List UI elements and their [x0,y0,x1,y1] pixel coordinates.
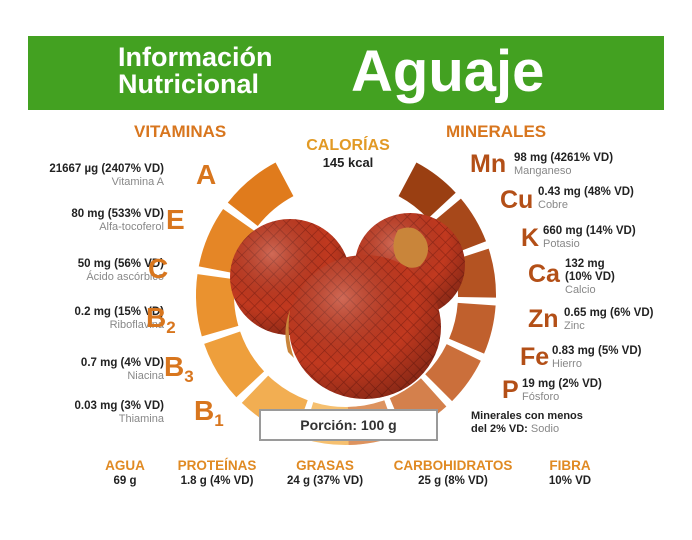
mineral-value: 0.43 mg (48% VD) [538,186,634,198]
title-banner [28,36,664,110]
mineral-value: 132 mg [565,258,605,270]
vitamin-value: 50 mg (56% VD) [77,258,164,270]
vitamin-symbol: E [166,204,185,235]
mineral-symbol: Zn [528,305,559,333]
macro-value: 69 g [113,475,137,487]
macro-proteinas: PROTEÍNAS 1.8 g (4% VD) [166,458,268,489]
macro-label: GRASAS [296,458,354,473]
mineral-ca-info: 132 mg (10% VD) Calcio [565,258,615,296]
mineral-name: Manganeso [514,165,572,177]
minor-line-2: del 2% VD: [471,423,528,435]
vitamin-name: Vitamina A [111,176,164,188]
vitamin-symbol: C [148,253,169,284]
mineral-name: Hierro [552,358,582,370]
title-line-1: Información [118,42,273,72]
mineral-fe-info: 0.83 mg (5% VD) Hierro [552,345,641,370]
mineral-symbol: Ca [528,260,560,288]
mineral-value: 660 mg (14% VD) [543,225,636,237]
vitamin-a-info: 21667 µg (2407% VD) Vitamina A [49,163,164,188]
mineral-k-info: 660 mg (14% VD) Potasio [543,225,636,250]
mineral-name: Fósforo [522,391,560,403]
mineral-symbol: P [502,376,519,404]
mineral-value: 19 mg (2% VD) [522,378,602,390]
macro-agua: AGUA 69 g [100,458,150,489]
vitamin-c-info: 50 mg (56% VD) Ácido ascórbico [78,258,164,283]
macro-carbohidratos: CARBOHIDRATOS 25 g (8% VD) [380,458,526,489]
macro-label: CARBOHIDRATOS [393,458,513,473]
mineral-value: 0.65 mg (6% VD) [564,307,654,319]
vitamin-arc-segment [204,331,265,398]
vitamin-b1-info: 0.03 mg (3% VD) Thiamina [75,400,164,425]
macro-fibra: FIBRA 10% VD [540,458,600,489]
mineral-value: 98 mg (4261% VD) [514,152,614,164]
vitamin-e-info: 80 mg (533% VD) Alfa-tocoferol [71,208,164,233]
vitamin-symbol: B1 [194,395,224,431]
vitamin-name: Ácido ascórbico [86,271,164,283]
mineral-value: 0.83 mg (5% VD) [552,345,642,357]
macro-value: 24 g (37% VD) [286,475,364,487]
mineral-symbol: K [521,224,540,252]
minor-line-1: Minerales con menos [471,410,583,422]
vitamin-value: 0.2 mg (15% VD) [74,306,164,318]
mineral-mn-info: 98 mg (4261% VD) Manganeso [514,152,613,177]
mineral-symbol: Mn [470,150,507,178]
mineral-name: Cobre [538,199,568,211]
portion-box: Porción: 100 g [259,409,438,441]
vitamin-symbol: A [196,159,217,190]
macro-label: PROTEÍNAS [177,458,257,473]
mineral-name: Zinc [564,320,585,332]
mineral-cu-info: 0.43 mg (48% VD) Cobre [538,186,634,211]
minor-minerals-note: Minerales con menos del 2% VD: Sodio [471,410,583,436]
vitamin-symbol: B2 [146,302,176,338]
mineral-name: Calcio [565,284,596,296]
vitamin-symbol: B3 [164,351,194,387]
vitamin-arc-segment [227,162,294,227]
vitamin-b3-info: 0.7 mg (4% VD) Niacina [81,357,164,382]
vitamins-heading: VITAMINAS [134,122,227,141]
vitamin-value: 0.7 mg (4% VD) [80,357,164,369]
mineral-symbol: Fe [520,343,550,371]
title-main: Aguaje [351,39,545,104]
vitamin-value: 80 mg (533% VD) [71,208,164,220]
minerals-heading: MINERALES [446,122,547,141]
vitamin-name: Alfa-tocoferol [99,221,164,233]
macro-grasas: GRASAS 24 g (37% VD) [282,458,368,489]
minor-value: Sodio [530,423,560,435]
vitamin-arc-segment [196,274,239,337]
calories-label: CALORÍAS [306,137,390,154]
mineral-arc-segment [449,302,496,354]
mineral-arc-segment [425,344,481,402]
macro-value: 10% VD [548,475,592,487]
mineral-zn-info: 0.65 mg (6% VD) Zinc [564,307,653,332]
calories-block: CALORÍAS 145 kcal [300,137,396,171]
mineral-symbol: Cu [500,186,534,214]
macro-label: AGUA [105,458,145,473]
title-line-2: Nutricional [118,69,260,99]
mineral-p-info: 19 mg (2% VD) Fósforo [522,378,602,403]
vitamin-name: Thiamina [118,413,164,425]
macro-label: FIBRA [549,458,591,473]
macro-value: 1.8 g (4% VD) [180,475,254,487]
vitamin-value: 0.03 mg (3% VD) [74,400,164,412]
mineral-arc-segment [398,162,456,219]
macro-value: 25 g (8% VD) [418,475,488,487]
vitamin-name: Niacina [127,370,164,382]
vitamin-b2-info: 0.2 mg (15% VD) Riboflavina [75,306,164,331]
fruit-image [230,213,465,399]
mineral-value-2: (10% VD) [565,271,615,283]
vitamin-value: 21667 µg (2407% VD) [49,163,164,175]
vitamin-name: Riboflavina [109,319,164,331]
calories-value: 145 kcal [322,155,374,170]
mineral-name: Potasio [543,238,580,250]
